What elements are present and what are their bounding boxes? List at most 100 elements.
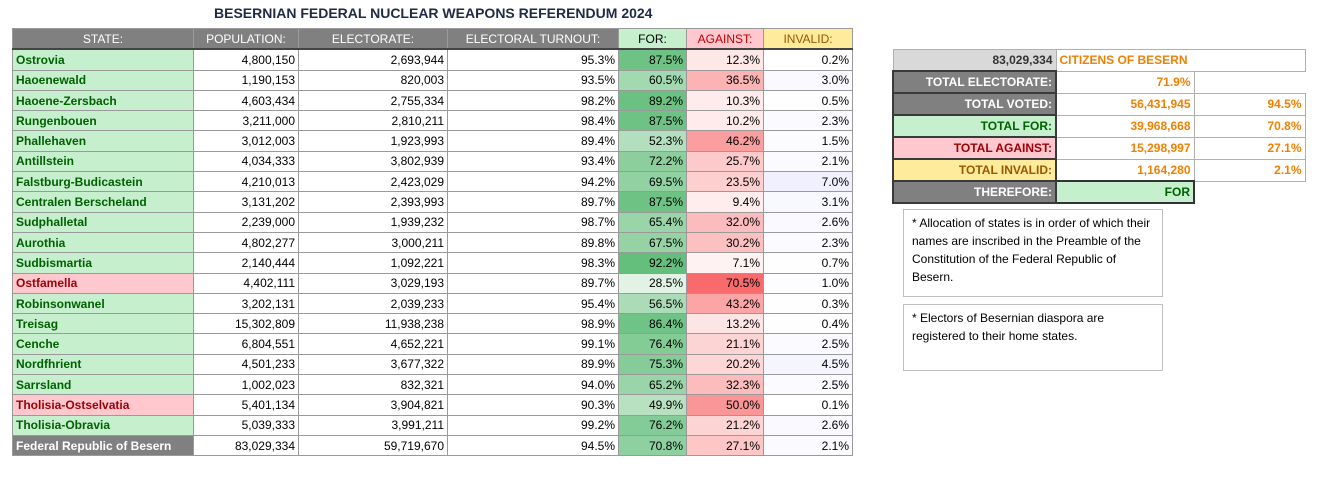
turnout-cell[interactable]: 95.3%	[447, 48, 619, 71]
for-cell[interactable]: 87.5%	[618, 110, 687, 132]
header-for[interactable]: FOR:	[618, 28, 687, 51]
population-cell[interactable]: 1,190,153	[193, 69, 299, 91]
population-cell[interactable]: 3,012,003	[193, 130, 299, 152]
summary-value[interactable]: 56,431,945	[1055, 92, 1195, 116]
state-cell[interactable]: Falstburg-Budicastein	[12, 171, 194, 193]
electorate-cell[interactable]: 2,693,944	[298, 48, 448, 71]
electorate-cell[interactable]: 3,904,821	[298, 394, 448, 416]
against-cell[interactable]: 30.2%	[686, 231, 764, 254]
population-cell[interactable]: 4,034,333	[193, 150, 299, 173]
invalid-cell[interactable]: 1.0%	[763, 272, 853, 294]
state-cell[interactable]: Haoene-Zersbach	[12, 89, 194, 112]
turnout-cell[interactable]: 95.4%	[447, 292, 619, 315]
population-cell[interactable]: 2,239,000	[193, 211, 299, 233]
for-cell[interactable]: 87.5%	[618, 48, 687, 71]
state-cell[interactable]: Antillstein	[12, 150, 194, 173]
turnout-cell[interactable]: 98.9%	[447, 313, 619, 335]
electorate-cell[interactable]: 1,092,221	[298, 252, 448, 274]
population-cell[interactable]: 6,804,551	[193, 333, 299, 355]
against-cell[interactable]: 9.4%	[686, 191, 764, 213]
population-cell[interactable]: 2,140,444	[193, 252, 299, 274]
invalid-cell[interactable]: 4.5%	[763, 353, 853, 376]
invalid-cell[interactable]: 0.1%	[763, 394, 853, 416]
state-cell[interactable]: Nordfhrient	[12, 353, 194, 376]
electorate-cell[interactable]: 2,039,233	[298, 292, 448, 315]
total-for-cell[interactable]: 70.8%	[618, 434, 687, 457]
turnout-cell[interactable]: 98.3%	[447, 252, 619, 274]
turnout-cell[interactable]: 98.4%	[447, 110, 619, 132]
turnout-cell[interactable]: 89.7%	[447, 272, 619, 294]
header-population[interactable]: POPULATION:	[193, 28, 299, 51]
therefore-label[interactable]: THEREFORE:	[892, 180, 1057, 204]
total-against-cell[interactable]: 27.1%	[686, 434, 764, 457]
against-cell[interactable]: 10.3%	[686, 89, 764, 112]
for-cell[interactable]: 60.5%	[618, 69, 687, 91]
electorate-cell[interactable]: 3,677,322	[298, 353, 448, 376]
header-state[interactable]: STATE:	[12, 28, 194, 51]
total-turnout-cell[interactable]: 94.5%	[447, 434, 619, 457]
state-cell[interactable]: Centralen Berscheland	[12, 191, 194, 213]
invalid-cell[interactable]: 2.3%	[763, 110, 853, 132]
electorate-cell[interactable]: 11,938,238	[298, 313, 448, 335]
state-cell[interactable]: Treisag	[12, 313, 194, 335]
population-cell[interactable]: 5,401,134	[193, 394, 299, 416]
population-cell[interactable]: 4,501,233	[193, 353, 299, 376]
turnout-cell[interactable]: 98.7%	[447, 211, 619, 233]
population-cell[interactable]: 4,402,111	[193, 272, 299, 294]
invalid-cell[interactable]: 0.4%	[763, 313, 853, 335]
total-state-cell[interactable]: Federal Republic of Besern	[12, 434, 194, 457]
electorate-cell[interactable]: 2,393,993	[298, 191, 448, 213]
summary-label[interactable]: TOTAL VOTED:	[892, 92, 1057, 116]
for-cell[interactable]: 89.2%	[618, 89, 687, 112]
population-cell[interactable]: 3,202,131	[193, 292, 299, 315]
for-cell[interactable]: 67.5%	[618, 231, 687, 254]
turnout-cell[interactable]: 93.5%	[447, 69, 619, 91]
against-cell[interactable]: 10.2%	[686, 110, 764, 132]
invalid-cell[interactable]: 2.3%	[763, 231, 853, 254]
state-cell[interactable]: Sudbismartia	[12, 252, 194, 274]
invalid-cell[interactable]: 0.3%	[763, 292, 853, 315]
for-cell[interactable]: 87.5%	[618, 191, 687, 213]
for-cell[interactable]: 75.3%	[618, 353, 687, 376]
turnout-cell[interactable]: 89.8%	[447, 231, 619, 254]
summary-percent[interactable]: 2.1%	[1193, 158, 1306, 182]
invalid-cell[interactable]: 2.6%	[763, 414, 853, 436]
invalid-cell[interactable]: 2.1%	[763, 150, 853, 173]
population-cell[interactable]: 1,002,023	[193, 374, 299, 396]
electorate-cell[interactable]: 3,802,939	[298, 150, 448, 173]
header-invalid[interactable]: INVALID:	[763, 28, 853, 51]
electorate-cell[interactable]: 3,991,211	[298, 414, 448, 436]
population-cell[interactable]: 3,131,202	[193, 191, 299, 213]
invalid-cell[interactable]: 0.2%	[763, 48, 853, 71]
population-cell[interactable]: 4,802,277	[193, 231, 299, 254]
therefore-value[interactable]: FOR	[1055, 180, 1195, 204]
against-cell[interactable]: 46.2%	[686, 130, 764, 152]
for-cell[interactable]: 65.4%	[618, 211, 687, 233]
electorate-cell[interactable]: 3,000,211	[298, 231, 448, 254]
invalid-cell[interactable]: 7.0%	[763, 171, 853, 193]
for-cell[interactable]: 76.4%	[618, 333, 687, 355]
population-cell[interactable]: 4,210,013	[193, 171, 299, 193]
electorate-cell[interactable]: 832,321	[298, 374, 448, 396]
state-cell[interactable]: Haoenewald	[12, 69, 194, 91]
citizens-label[interactable]: CITIZENS OF BESERN	[1055, 49, 1306, 72]
turnout-cell[interactable]: 89.4%	[447, 130, 619, 152]
header-against[interactable]: AGAINST:	[686, 28, 764, 51]
for-cell[interactable]: 49.9%	[618, 394, 687, 416]
summary-label[interactable]: TOTAL ELECTORATE:	[892, 70, 1057, 94]
for-cell[interactable]: 52.3%	[618, 130, 687, 152]
state-cell[interactable]: Phallehaven	[12, 130, 194, 152]
for-cell[interactable]: 56.5%	[618, 292, 687, 315]
summary-label[interactable]: TOTAL AGAINST:	[892, 136, 1057, 160]
population-cell[interactable]: 4,800,150	[193, 48, 299, 71]
against-cell[interactable]: 20.2%	[686, 353, 764, 376]
against-cell[interactable]: 21.1%	[686, 333, 764, 355]
state-cell[interactable]: Ostfamella	[12, 272, 194, 294]
invalid-cell[interactable]: 3.0%	[763, 69, 853, 91]
turnout-cell[interactable]: 98.2%	[447, 89, 619, 112]
for-cell[interactable]: 72.2%	[618, 150, 687, 173]
against-cell[interactable]: 32.3%	[686, 374, 764, 396]
turnout-cell[interactable]: 89.7%	[447, 191, 619, 213]
electorate-cell[interactable]: 1,923,993	[298, 130, 448, 152]
summary-value[interactable]: 39,968,668	[1055, 114, 1195, 138]
